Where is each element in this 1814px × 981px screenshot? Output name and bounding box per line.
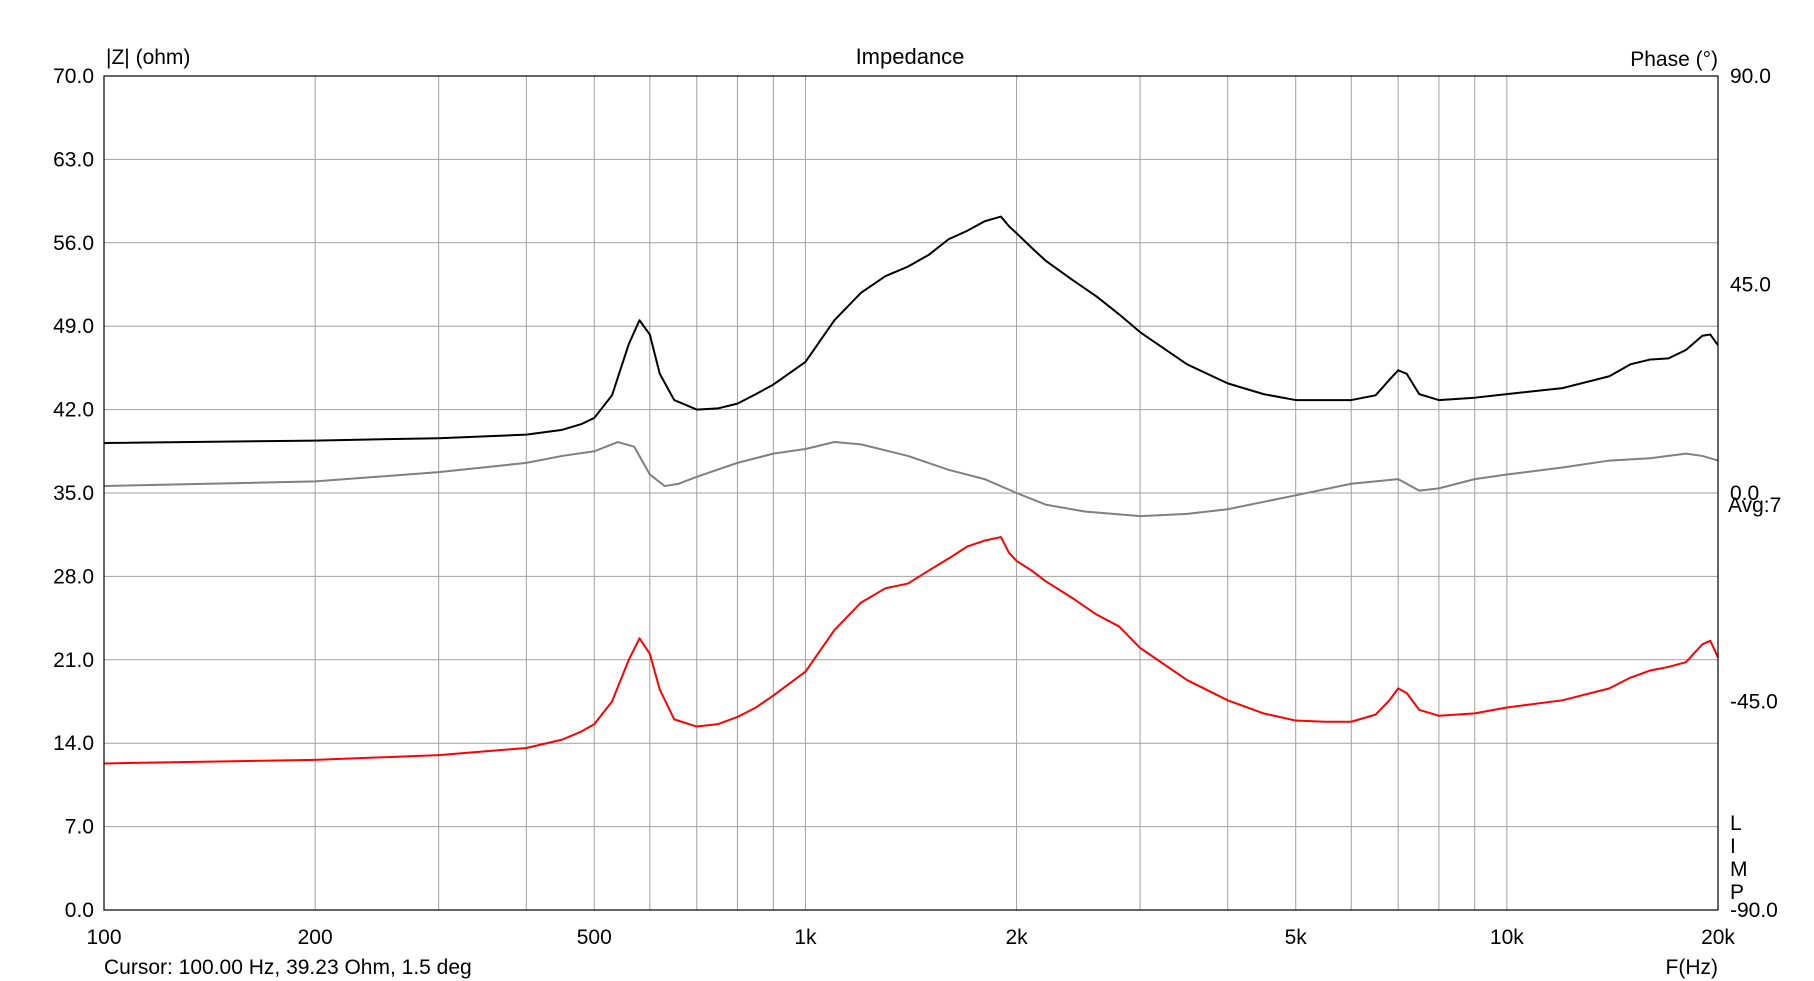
- y-left-tick-label: 49.0: [53, 315, 94, 338]
- side-letter: I: [1730, 835, 1736, 858]
- y-right-tick-label: -45.0: [1730, 691, 1778, 714]
- avg-label: Avg:7: [1728, 494, 1781, 517]
- y-left-tick-label: 21.0: [53, 649, 94, 672]
- y-left-tick-label: 56.0: [53, 232, 94, 255]
- y-left-tick-label: 0.0: [65, 899, 94, 922]
- phase-curve-gray: [103, 441, 1719, 518]
- y-left-tick-label: 28.0: [53, 565, 94, 588]
- left-axis-label: |Z| (ohm): [106, 46, 190, 69]
- y-left-tick-label: 42.0: [53, 399, 94, 422]
- impedance-curve-black: [103, 215, 1719, 444]
- x-tick-label: 20k: [1701, 926, 1735, 949]
- y-left-tick-label: 7.0: [65, 816, 94, 839]
- y-left-tick-label: 63.0: [53, 148, 94, 171]
- y-right-tick-label: 45.0: [1730, 274, 1771, 297]
- plot-frame: [103, 75, 1719, 911]
- x-tick-label: 500: [577, 926, 612, 949]
- side-letter: M: [1730, 858, 1748, 881]
- cursor-readout: Cursor: 100.00 Hz, 39.23 Ohm, 1.5 deg: [104, 956, 472, 979]
- x-tick-label: 200: [298, 926, 333, 949]
- y-right-tick-label: -90.0: [1730, 899, 1778, 922]
- x-tick-label: 2k: [1005, 926, 1028, 949]
- x-tick-label: 1k: [794, 926, 817, 949]
- side-letter: P: [1730, 881, 1744, 904]
- right-axis-label: Phase (°): [1630, 48, 1718, 71]
- label-layer: 0.0 7.0 14.0 21.0 28.0 35.0 42.0 49.0 56.0 63.0 70…: [53, 65, 1778, 949]
- y-left-tick-label: 14.0: [53, 732, 94, 755]
- x-axis-label: F(Hz): [1666, 956, 1718, 979]
- x-tick-label: 100: [86, 926, 121, 949]
- series-layer: [103, 215, 1719, 765]
- chart-title: Impedance: [856, 44, 965, 69]
- y-right-tick-label: 90.0: [1730, 65, 1771, 88]
- side-letter: L: [1730, 812, 1742, 835]
- x-tick-label: 5k: [1285, 926, 1308, 949]
- x-tick-label: 10k: [1490, 926, 1524, 949]
- y-left-tick-label: 70.0: [53, 65, 94, 88]
- y-right-tick-label: 0.0: [1730, 482, 1759, 505]
- impedance-curve-red: [103, 536, 1719, 765]
- y-left-tick-label: 35.0: [53, 482, 94, 505]
